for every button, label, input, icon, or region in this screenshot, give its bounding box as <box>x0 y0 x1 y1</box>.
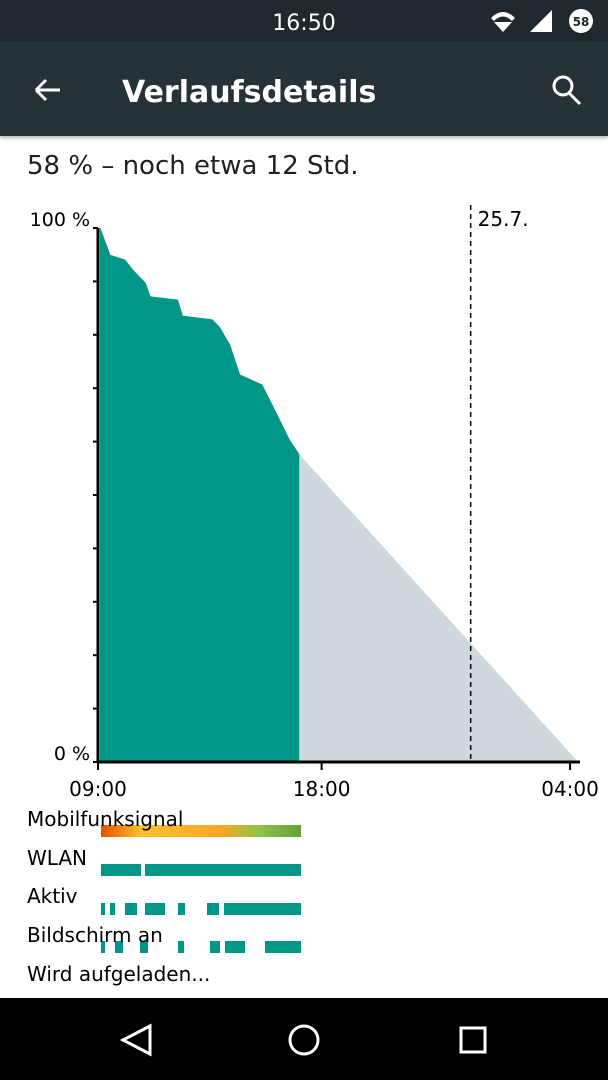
timeline-label: Aktiv <box>27 884 78 908</box>
nav-home[interactable] <box>288 1024 320 1056</box>
timeline-bars <box>101 825 301 953</box>
battery-summary: 58 % – noch etwa 12 Std. <box>27 151 358 181</box>
x-tick-label: 18:00 <box>293 777 351 801</box>
area-fill <box>99 228 300 762</box>
search-button[interactable] <box>552 75 582 106</box>
signal-bar <box>101 825 301 837</box>
x-tick-label: 04:00 <box>541 777 599 801</box>
battery-level: 58 <box>573 15 590 29</box>
back-button[interactable] <box>34 78 60 102</box>
timeline-label: Wird aufgeladen... <box>27 962 210 986</box>
navigation-bar <box>0 998 608 1080</box>
app-title: Verlaufsdetails <box>122 75 376 110</box>
timeline-label: WLAN <box>27 846 87 870</box>
x-tick-label: 09:00 <box>69 777 127 801</box>
battery-chart: 100 % 0 % 09:00 18:00 04:00 25.7. <box>30 205 599 801</box>
wifi-icon <box>491 12 515 32</box>
active-bar <box>101 903 301 915</box>
nav-icons <box>119 1023 487 1057</box>
status-time: 16:50 <box>272 11 335 36</box>
y-tick-label: 0 % <box>54 743 90 765</box>
signal-icon <box>530 10 552 32</box>
area-line <box>298 454 578 763</box>
screen-bar <box>101 941 301 953</box>
y-tick-label: 100 % <box>30 209 90 231</box>
wlan-bar <box>145 864 301 876</box>
timeline-label: Bildschirm an <box>27 923 163 947</box>
battery-icon <box>569 9 593 33</box>
app-bar <box>0 42 608 136</box>
timeline-label: Mobilfunksignal <box>27 807 183 831</box>
wlan-bar <box>101 864 141 876</box>
nav-back[interactable] <box>119 1023 152 1057</box>
area-line <box>99 227 300 456</box>
status-bar <box>0 0 608 42</box>
nav-recents[interactable] <box>459 1026 487 1054</box>
date-marker-label: 25.7. <box>478 207 529 231</box>
